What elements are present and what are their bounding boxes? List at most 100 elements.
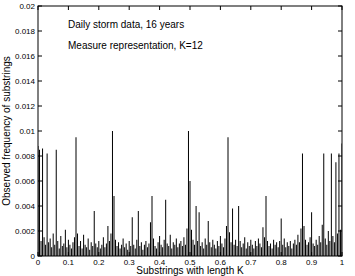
spike	[115, 240, 116, 256]
spike	[44, 237, 45, 256]
spike	[220, 236, 221, 256]
spike	[266, 196, 267, 256]
y-tick-right	[338, 256, 342, 257]
spike	[80, 241, 81, 256]
spike	[127, 250, 128, 256]
spike	[153, 239, 154, 257]
spike	[250, 240, 251, 256]
spike	[101, 245, 102, 256]
y-tick-right	[338, 206, 342, 207]
spike	[337, 234, 338, 257]
x-tick	[220, 252, 221, 256]
spike	[53, 234, 54, 257]
spike	[269, 246, 270, 256]
y-tick-right	[338, 181, 342, 182]
spike	[297, 235, 298, 256]
spike	[62, 246, 63, 256]
spike	[121, 245, 122, 256]
spike	[107, 226, 108, 256]
x-tick	[250, 252, 251, 256]
spike	[322, 225, 323, 256]
spike	[77, 234, 78, 257]
spike	[273, 240, 274, 256]
x-tick-top	[98, 6, 99, 10]
spike	[110, 234, 111, 257]
spike	[288, 246, 289, 256]
spike	[307, 245, 308, 256]
spike	[144, 245, 145, 256]
spike	[133, 245, 134, 256]
spike	[291, 249, 292, 257]
spike	[69, 245, 70, 256]
spike	[272, 249, 273, 257]
spike	[270, 244, 271, 257]
spike	[209, 242, 210, 256]
spike	[48, 242, 49, 256]
x-tick	[129, 252, 130, 256]
spike	[226, 226, 227, 256]
x-tick	[98, 252, 99, 256]
spike	[42, 149, 43, 257]
spike	[247, 242, 248, 256]
x-tick-label: 0.1	[63, 258, 75, 267]
spike	[91, 242, 92, 256]
spike	[326, 245, 327, 256]
x-tick-top	[220, 6, 221, 10]
spike	[123, 239, 124, 257]
spike	[82, 249, 83, 257]
spike	[264, 237, 265, 256]
spike	[60, 236, 61, 256]
spike	[138, 211, 139, 256]
spike	[255, 241, 256, 256]
y-tick	[38, 56, 42, 57]
y-tick-label: 0.018	[15, 27, 36, 36]
spike	[120, 249, 121, 257]
x-tick	[38, 252, 39, 256]
spike	[319, 236, 320, 256]
spike	[180, 241, 181, 256]
y-tick-right	[338, 156, 342, 157]
spike	[104, 247, 105, 256]
y-tick-right	[338, 131, 342, 132]
x-tick-top	[250, 6, 251, 10]
y-tick	[38, 106, 42, 107]
y-tick-label: 0.006	[15, 177, 36, 186]
spike	[71, 249, 72, 257]
spike	[39, 150, 40, 256]
x-tick-label: 1	[340, 258, 345, 267]
spike	[232, 209, 233, 257]
spike	[334, 242, 335, 256]
spike	[145, 241, 146, 256]
spike	[66, 247, 67, 256]
spike	[223, 247, 224, 256]
spike	[212, 240, 213, 256]
y-tick	[38, 256, 42, 257]
spike	[262, 227, 263, 256]
spike	[92, 246, 93, 256]
spike	[320, 242, 321, 256]
spike	[249, 246, 250, 256]
spike	[89, 250, 90, 256]
spike	[132, 217, 133, 256]
x-tick-top	[129, 6, 130, 10]
spike	[57, 241, 58, 256]
y-tick-label: 0.014	[15, 77, 36, 86]
spike	[194, 245, 195, 256]
spike	[228, 137, 229, 256]
spike	[221, 244, 222, 257]
x-tick-top	[68, 6, 69, 10]
x-tick-label: 0	[36, 258, 41, 267]
spike	[231, 242, 232, 256]
x-tick-label: 0.9	[306, 258, 318, 267]
spike	[300, 229, 301, 257]
spike	[205, 239, 206, 257]
x-tick	[190, 252, 191, 256]
spike	[183, 237, 184, 256]
y-tick	[38, 6, 42, 7]
spike	[76, 137, 77, 256]
spike	[114, 196, 115, 256]
spike	[215, 249, 216, 257]
spike	[331, 154, 332, 257]
spike	[124, 247, 125, 256]
spike	[147, 247, 148, 256]
